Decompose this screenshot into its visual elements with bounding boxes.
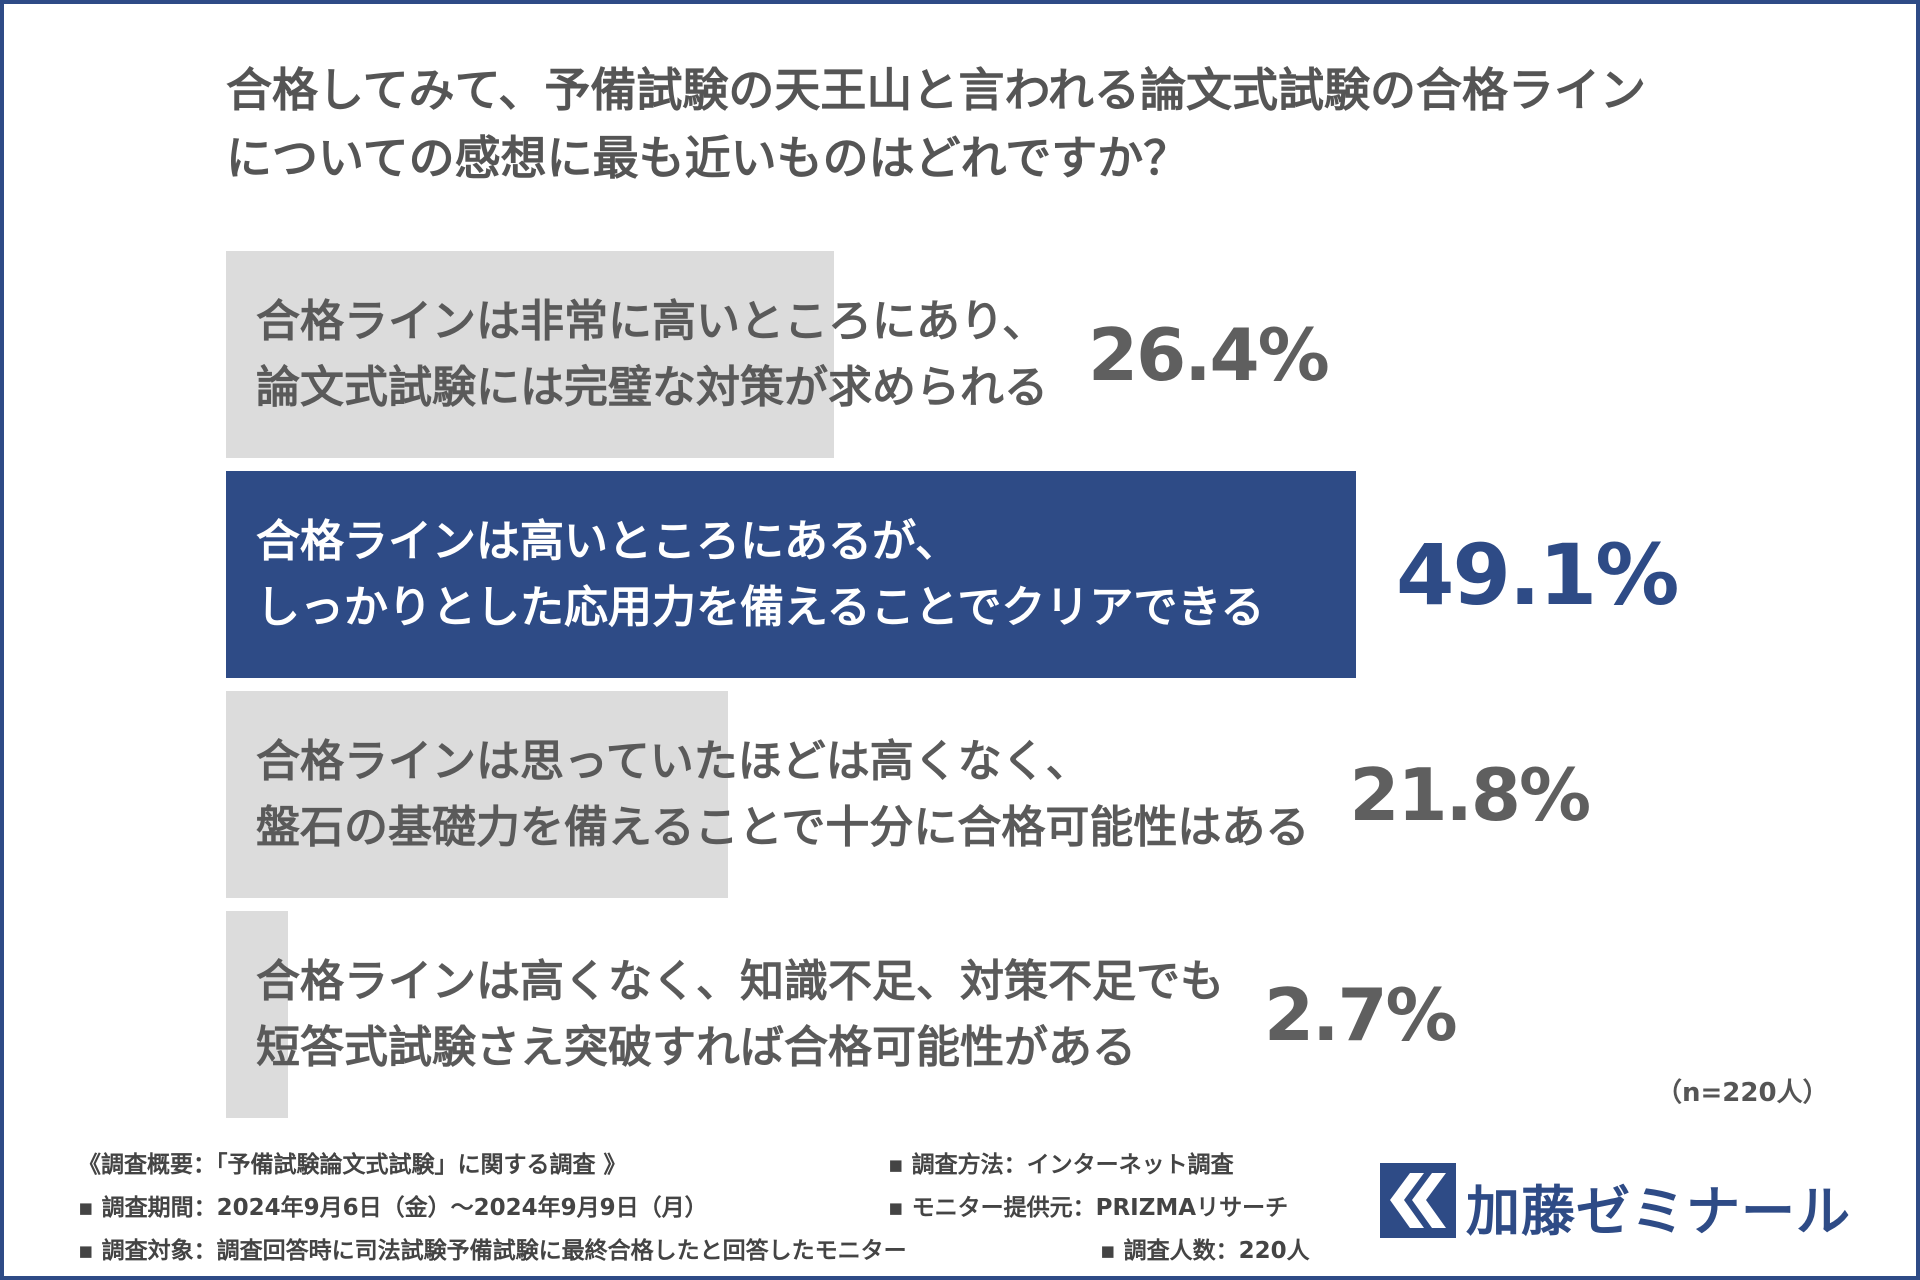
survey-target: ▪ 調査対象：調査回答時に司法試験予備試験に最終合格したと回答したモニター <box>78 1238 907 1264</box>
sample-size-note: （n=220人） <box>1656 1078 1829 1108</box>
category-label-3: 合格ラインは思っていたほどは高くなく、盤石の基礎力を備えることで十分に合格可能性… <box>256 729 1309 861</box>
category-label-4: 合格ラインは高くなく、知識不足、対策不足でも 短答式試験さえ突破すれば合格可能性が… <box>256 949 1224 1081</box>
title-line-1: 合格してみて、予備試験の天王山と言われる論文式試験の合格ライン <box>226 63 1647 117</box>
category-label-line-1: 合格ラインは非常に高いところにあり、 <box>256 296 1047 347</box>
survey-period: ▪ 調査期間：2024年9月6日（金）〜2024年9月9日（月） <box>78 1195 708 1221</box>
survey-overview: 《調査概要：「予備試験論文式試験」に関する調査 》 <box>78 1152 627 1178</box>
category-label-line-2: 短答式試験さえ突破すれば合格可能性がある <box>256 1022 1136 1073</box>
double-chevron-logo-icon <box>1380 1163 1456 1238</box>
category-label-line-1: 合格ラインは高いところにあるが、 <box>256 516 960 567</box>
category-label-line-2: 盤石の基礎力を備えることで十分に合格可能性はある <box>256 802 1310 853</box>
category-label-line-1: 合格ラインは思っていたほどは高くなく、 <box>256 736 1090 787</box>
value-label-1: 26.4% <box>1088 312 1330 397</box>
category-label-1: 合格ラインは非常に高いところにあり、 論文式試験には完璧な対策が求められる <box>256 289 1048 421</box>
title-line-2: についての感想に最も近いものはどれですか？ <box>226 131 1190 185</box>
survey-provider: ▪ モニター提供元：PRIZMAリサーチ <box>888 1195 1289 1221</box>
bar-3 <box>226 691 728 898</box>
brand-logo: 加藤ゼミナール <box>1380 1163 1850 1243</box>
category-label-line-2: しっかりとした応用力を備えることでクリアできる <box>256 582 1265 633</box>
bar-1 <box>226 251 834 458</box>
survey-count: ▪ 調査人数：220人 <box>1100 1238 1310 1264</box>
value-label-3: 21.8% <box>1349 752 1591 837</box>
bar-2 <box>226 471 1356 678</box>
survey-method: ▪ 調査方法：インターネット調査 <box>888 1152 1234 1178</box>
brand-logo-text: 加藤ゼミナール <box>1466 1180 1851 1243</box>
value-label-4: 2.7% <box>1264 972 1458 1057</box>
value-label-2: 49.1% <box>1396 525 1679 624</box>
category-label-2: 合格ラインは高いところにあるが、しっかりとした応用力を備えることでクリアできる <box>256 509 1264 641</box>
category-label-line-1: 合格ラインは高くなく、知識不足、対策不足でも <box>256 956 1224 1007</box>
chart-title: 合格してみて、予備試験の天王山と言われる論文式試験の合格ライン についての感想に… <box>226 56 1786 192</box>
category-label-line-2: 論文式試験には完璧な対策が求められる <box>256 362 1048 413</box>
bar-chart: 合格ラインは非常に高いところにあり、 論文式試験には完璧な対策が求められる 26.4… <box>226 251 1786 1121</box>
bar-4 <box>226 911 289 1118</box>
